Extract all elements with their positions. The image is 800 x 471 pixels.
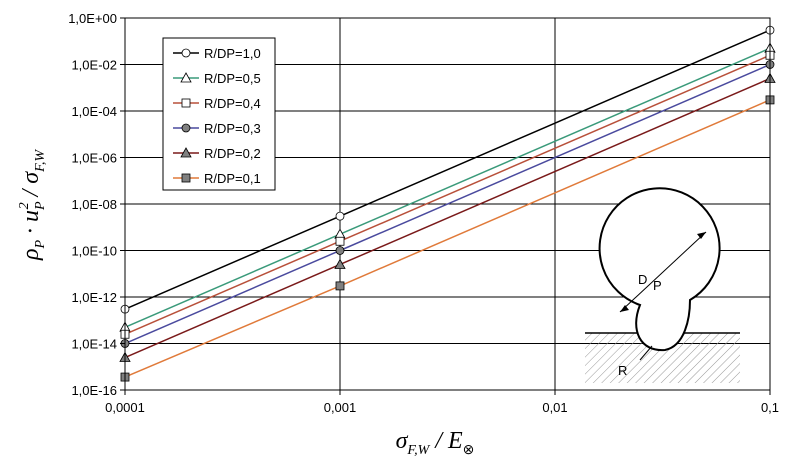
marker: [335, 211, 345, 221]
particle-diagram: D P R: [585, 187, 740, 383]
annotation: D: [638, 272, 647, 287]
legend-label: R/DP=0,2: [204, 146, 261, 161]
marker: [335, 246, 345, 255]
y-tick-label: 1,0E-02: [71, 58, 117, 73]
marker: [181, 173, 191, 183]
legend-label: R/DP=0,1: [204, 171, 261, 186]
x-tick-label: 0,1: [761, 400, 779, 415]
marker: [180, 147, 192, 158]
x-axis-label: σF,W / E⊗: [396, 428, 475, 458]
marker: [335, 236, 345, 246]
x-tick-label: 0,0001: [105, 400, 145, 415]
x-tick-label: 0,01: [542, 400, 567, 415]
y-tick-label: 1,0E-06: [71, 151, 117, 166]
y-tick-label: 1,0E-04: [71, 104, 117, 119]
legend-label: R/DP=1,0: [204, 46, 261, 61]
legend-label: R/DP=0,3: [204, 121, 261, 136]
y-tick-label: 1,0E-16: [71, 383, 117, 398]
legend-label: R/DP=0,5: [204, 71, 261, 86]
marker: [181, 123, 191, 133]
y-tick-label: 1,0E-10: [71, 244, 117, 259]
y-tick-label: 1,0E-08: [71, 197, 117, 212]
marker: [181, 48, 191, 58]
marker: [180, 72, 192, 83]
x-tick-label: 0,001: [324, 400, 357, 415]
annotation: P: [653, 278, 662, 293]
marker: [334, 258, 346, 269]
y-tick-label: 1,0E-14: [71, 337, 117, 352]
marker: [335, 281, 345, 291]
legend-label: R/DP=0,4: [204, 96, 261, 111]
y-axis-label: ρP · uP2 / σF,W: [17, 149, 48, 261]
y-tick-label: 1,0E+00: [68, 11, 117, 26]
annotation: R: [618, 363, 627, 378]
legend-box: [162, 37, 276, 191]
marker: [181, 98, 191, 108]
y-tick-label: 1,0E-12: [71, 290, 117, 305]
